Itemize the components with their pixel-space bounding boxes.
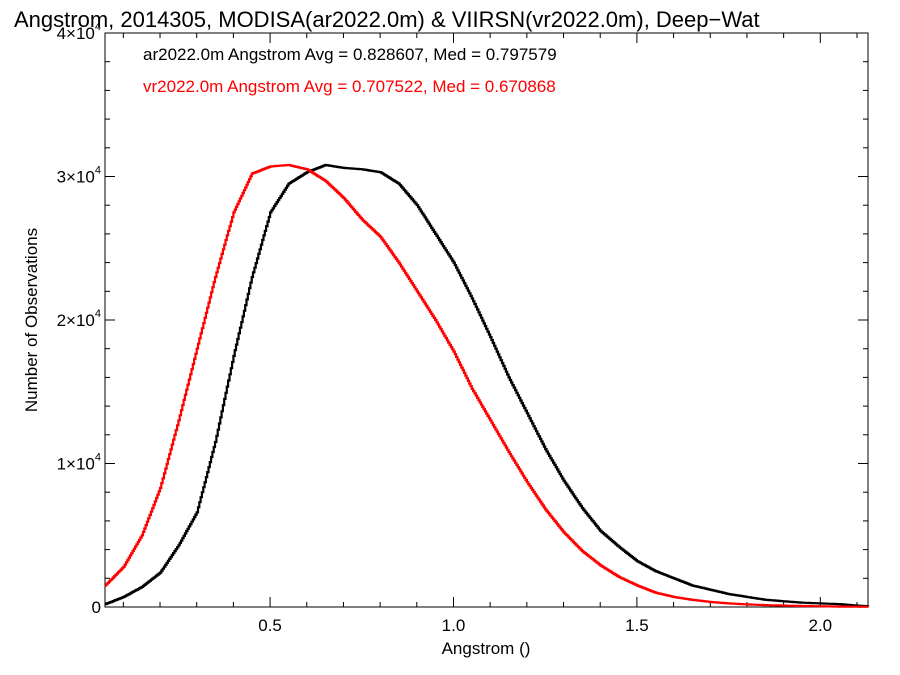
y-tick-label: 4×104: [57, 21, 101, 43]
x-tick-label: 2.0: [808, 616, 832, 635]
y-axis-title: Number of Observations: [22, 228, 41, 412]
y-tick-label: 0: [92, 598, 101, 617]
y-tick-mantissa: 0: [92, 598, 101, 617]
legend: ar2022.0m Angstrom Avg = 0.828607, Med =…: [143, 45, 557, 96]
x-axis-title: Angstrom (): [442, 639, 531, 658]
series-line-ar2022-0m: [105, 163, 870, 608]
y-tick-exponent: 4: [95, 452, 101, 464]
y-tick-label: 1×104: [57, 452, 101, 474]
legend-entry-ar2022: ar2022.0m Angstrom Avg = 0.828607, Med =…: [143, 45, 557, 64]
series-line-vr2022-0m: [105, 163, 870, 608]
x-tick-label: 0.5: [258, 616, 282, 635]
y-tick-label: 2×104: [57, 308, 101, 330]
x-tick-label: 1.0: [442, 616, 466, 635]
chart-title: Angstrom, 2014305, MODISA(ar2022.0m) & V…: [14, 7, 760, 32]
y-tick-label: 3×104: [57, 165, 101, 187]
plot-frame: [104, 32, 869, 608]
y-tick-mantissa: 3×10: [57, 168, 95, 187]
x-tick-label: 1.5: [625, 616, 649, 635]
y-tick-exponent: 4: [95, 165, 101, 177]
y-tick-mantissa: 2×10: [57, 311, 95, 330]
y-tick-mantissa: 4×10: [57, 24, 95, 43]
y-tick-exponent: 4: [95, 308, 101, 320]
y-tick-exponent: 4: [95, 21, 101, 33]
y-tick-mantissa: 1×10: [57, 455, 95, 474]
legend-entry-vr2022: vr2022.0m Angstrom Avg = 0.707522, Med =…: [143, 77, 556, 96]
